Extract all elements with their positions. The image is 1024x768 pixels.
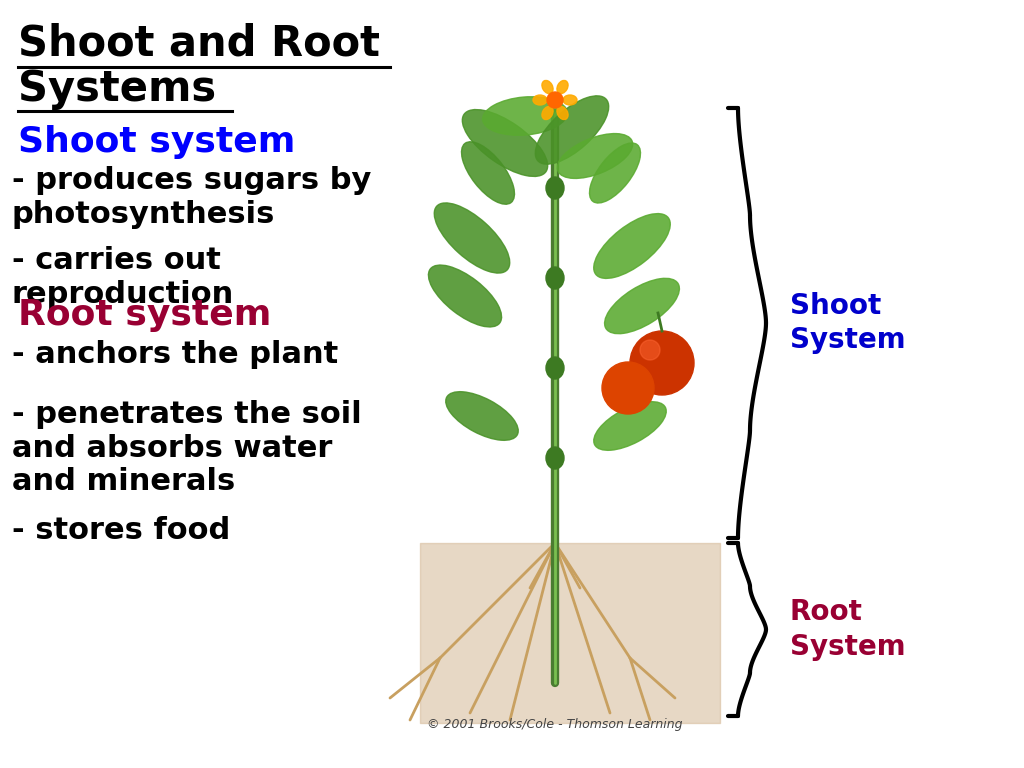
Ellipse shape (445, 392, 518, 440)
Ellipse shape (604, 278, 679, 333)
Ellipse shape (594, 214, 671, 279)
Text: - carries out
reproduction: - carries out reproduction (12, 246, 234, 309)
Ellipse shape (563, 95, 577, 105)
Ellipse shape (534, 95, 547, 105)
Text: - produces sugars by
photosynthesis: - produces sugars by photosynthesis (12, 166, 372, 229)
Text: - penetrates the soil
and absorbs water
and minerals: - penetrates the soil and absorbs water … (12, 400, 361, 496)
Ellipse shape (536, 96, 608, 164)
Text: © 2001 Brooks/Cole - Thomson Learning: © 2001 Brooks/Cole - Thomson Learning (427, 718, 683, 731)
Text: Systems: Systems (18, 68, 216, 110)
Ellipse shape (590, 143, 640, 203)
Ellipse shape (546, 267, 564, 289)
Ellipse shape (434, 203, 510, 273)
Ellipse shape (594, 402, 667, 450)
Ellipse shape (557, 134, 633, 178)
Text: - anchors the plant: - anchors the plant (12, 340, 338, 369)
Ellipse shape (462, 110, 548, 177)
Ellipse shape (482, 97, 567, 135)
Text: - stores food: - stores food (12, 516, 230, 545)
Text: Shoot and Root: Shoot and Root (18, 23, 380, 65)
Circle shape (547, 92, 563, 108)
Text: Root system: Root system (18, 298, 271, 332)
Ellipse shape (557, 81, 568, 94)
Text: Shoot system: Shoot system (18, 125, 295, 159)
Circle shape (640, 340, 660, 360)
Ellipse shape (542, 81, 553, 94)
Ellipse shape (542, 107, 553, 120)
Circle shape (630, 331, 694, 395)
Ellipse shape (462, 142, 514, 204)
Ellipse shape (428, 265, 502, 327)
Text: Shoot
System: Shoot System (790, 292, 905, 354)
Ellipse shape (546, 357, 564, 379)
Ellipse shape (546, 177, 564, 199)
Circle shape (602, 362, 654, 414)
Ellipse shape (557, 107, 568, 120)
Ellipse shape (546, 447, 564, 469)
Text: Root
System: Root System (790, 598, 905, 660)
